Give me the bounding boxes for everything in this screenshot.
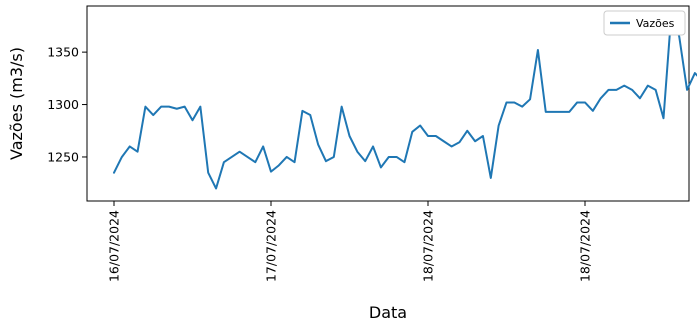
legend-label-vazoes: Vazões bbox=[636, 17, 675, 30]
series-line-vazoes bbox=[113, 12, 697, 190]
y-tick-label: 1250 bbox=[47, 149, 79, 164]
y-tick-label: 1350 bbox=[47, 45, 79, 60]
plot-area: 16/07/2024 17/07/2024 18/07/2024 18/07/2024… bbox=[47, 5, 697, 282]
y-tick-label: 1300 bbox=[47, 97, 79, 112]
legend-box bbox=[603, 10, 686, 36]
x-tick-label: 18/07/2024 bbox=[578, 210, 593, 282]
x-tick-label: 16/07/2024 bbox=[107, 210, 122, 282]
x-tick-label: 17/07/2024 bbox=[264, 210, 279, 282]
plot-frame bbox=[86, 5, 690, 202]
x-axis-label: Data bbox=[369, 303, 407, 322]
y-axis: 1250 1300 1350 bbox=[47, 45, 87, 164]
x-axis: 16/07/2024 17/07/2024 18/07/2024 18/07/2024… bbox=[107, 201, 593, 282]
y-axis-label: Vazões (m3/s) bbox=[7, 47, 26, 160]
legend: Vazões bbox=[603, 10, 686, 36]
x-tick-label: 18/07/2024 bbox=[421, 210, 436, 282]
